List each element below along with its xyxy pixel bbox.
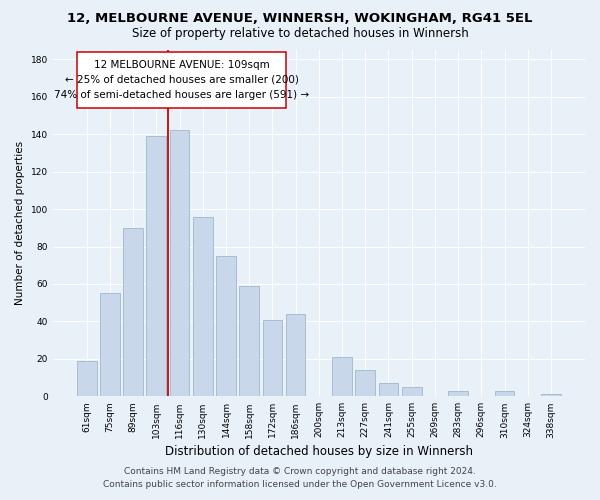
- Bar: [263, 320, 282, 396]
- Text: 12, MELBOURNE AVENUE, WINNERSH, WOKINGHAM, RG41 5EL: 12, MELBOURNE AVENUE, WINNERSH, WOKINGHA…: [67, 12, 533, 26]
- Bar: [379, 383, 398, 396]
- Text: Size of property relative to detached houses in Winnersh: Size of property relative to detached ho…: [131, 28, 469, 40]
- Bar: [100, 294, 120, 397]
- Bar: [286, 314, 305, 396]
- Bar: [77, 361, 97, 396]
- Bar: [541, 394, 561, 396]
- FancyBboxPatch shape: [77, 52, 286, 108]
- Bar: [216, 256, 236, 396]
- Y-axis label: Number of detached properties: Number of detached properties: [15, 141, 25, 305]
- X-axis label: Distribution of detached houses by size in Winnersh: Distribution of detached houses by size …: [165, 444, 473, 458]
- Bar: [170, 130, 190, 396]
- Bar: [193, 216, 212, 396]
- Bar: [448, 390, 468, 396]
- Bar: [355, 370, 375, 396]
- Bar: [146, 136, 166, 396]
- Bar: [123, 228, 143, 396]
- Bar: [332, 357, 352, 397]
- Bar: [494, 390, 514, 396]
- Bar: [402, 387, 422, 396]
- Text: Contains HM Land Registry data © Crown copyright and database right 2024.
Contai: Contains HM Land Registry data © Crown c…: [103, 468, 497, 489]
- Text: 12 MELBOURNE AVENUE: 109sqm
← 25% of detached houses are smaller (200)
74% of se: 12 MELBOURNE AVENUE: 109sqm ← 25% of det…: [54, 60, 309, 100]
- Bar: [239, 286, 259, 397]
